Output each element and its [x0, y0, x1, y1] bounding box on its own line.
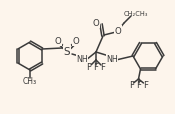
- Text: CH₃: CH₃: [23, 77, 37, 86]
- Text: NH: NH: [76, 54, 88, 63]
- Text: F: F: [93, 63, 99, 72]
- Text: O: O: [93, 19, 99, 28]
- Text: F: F: [100, 63, 106, 72]
- Text: F: F: [86, 63, 92, 72]
- Text: F: F: [136, 81, 141, 90]
- Text: S: S: [64, 47, 70, 57]
- Text: O: O: [115, 26, 121, 35]
- Text: F: F: [143, 81, 148, 90]
- Text: CH₂CH₃: CH₂CH₃: [124, 11, 148, 17]
- Text: O: O: [55, 37, 61, 46]
- Text: O: O: [73, 37, 79, 46]
- Text: F: F: [129, 81, 134, 90]
- Text: NH: NH: [106, 54, 118, 63]
